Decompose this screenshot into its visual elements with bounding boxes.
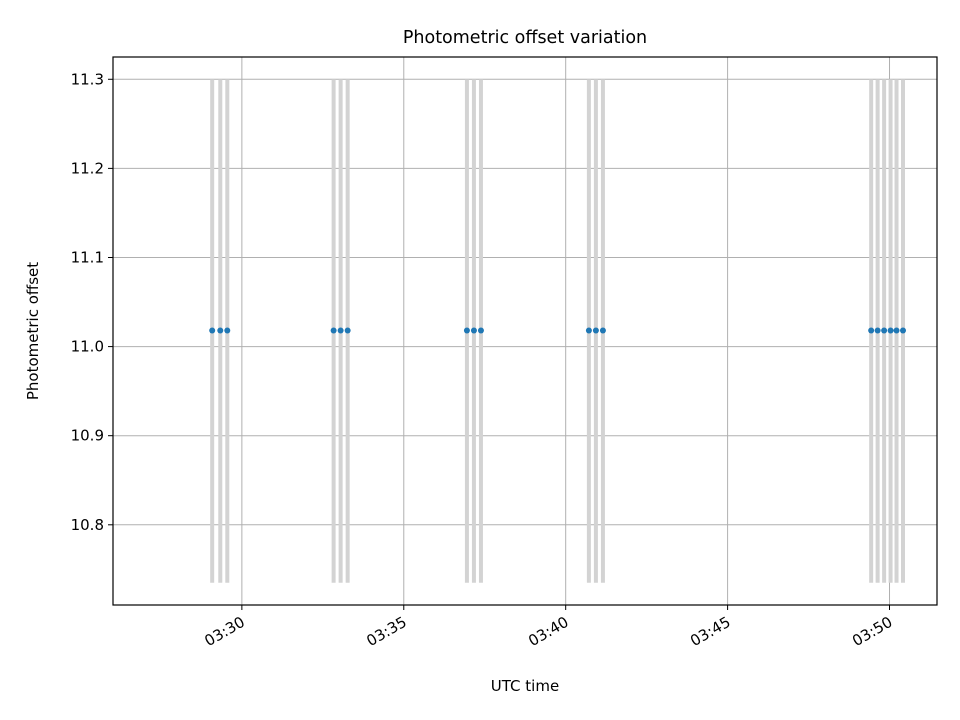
data-point bbox=[337, 327, 344, 334]
data-point bbox=[881, 327, 888, 334]
grid-lines bbox=[113, 57, 937, 605]
y-tick-label: 11.2 bbox=[71, 159, 104, 177]
chart-title: Photometric offset variation bbox=[403, 28, 647, 48]
y-axis-ticks: 10.8 10.9 11.0 11.1 11.2 11.3 bbox=[71, 70, 113, 534]
data-point bbox=[330, 327, 337, 334]
y-tick-label: 11.3 bbox=[71, 70, 104, 88]
data-point bbox=[224, 327, 231, 334]
data-point bbox=[209, 327, 216, 334]
x-axis-label: UTC time bbox=[491, 677, 559, 695]
data-point bbox=[217, 327, 224, 334]
data-point bbox=[477, 327, 484, 334]
data-point bbox=[868, 327, 875, 334]
data-point bbox=[887, 327, 894, 334]
data-point bbox=[874, 327, 881, 334]
y-tick-label: 11.1 bbox=[71, 248, 104, 266]
data-point bbox=[599, 327, 606, 334]
data-point bbox=[592, 327, 599, 334]
plot-frame bbox=[112, 56, 938, 606]
data-point bbox=[900, 327, 906, 334]
y-tick-label: 10.8 bbox=[71, 516, 104, 534]
data-point bbox=[893, 327, 900, 334]
data-points bbox=[209, 327, 906, 334]
data-point bbox=[463, 327, 470, 334]
data-point bbox=[585, 327, 592, 334]
y-axis-label: Photometric offset bbox=[24, 262, 42, 400]
y-tick-label: 10.9 bbox=[71, 427, 104, 445]
data-point bbox=[470, 327, 477, 334]
data-point bbox=[344, 327, 351, 334]
y-tick-label: 11.0 bbox=[71, 338, 104, 356]
